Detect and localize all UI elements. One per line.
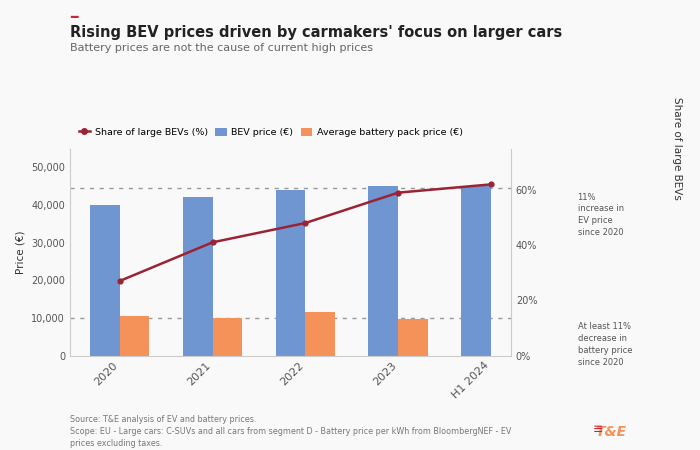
Bar	[213, 318, 242, 356]
Text: Source: T&E analysis of EV and battery prices.
Scope: EU - Large cars: C-SUVs an: Source: T&E analysis of EV and battery p…	[70, 415, 512, 448]
Text: Battery prices are not the cause of current high prices: Battery prices are not the cause of curr…	[70, 43, 373, 53]
Text: Rising BEV prices driven by carmakers' focus on larger cars: Rising BEV prices driven by carmakers' f…	[70, 25, 562, 40]
Text: T&E: T&E	[596, 425, 626, 439]
Text: ━: ━	[70, 11, 78, 24]
Text: Share of large BEVs: Share of large BEVs	[673, 97, 682, 200]
Text: At least 11%
decrease in
battery price
since 2020: At least 11% decrease in battery price s…	[578, 322, 632, 367]
Bar	[398, 319, 428, 356]
Bar	[183, 198, 213, 356]
Legend: Share of large BEVs (%), BEV price (€), Average battery pack price (€): Share of large BEVs (%), BEV price (€), …	[75, 124, 467, 141]
Bar	[276, 190, 305, 356]
Bar	[305, 312, 335, 356]
Text: ≡: ≡	[593, 423, 603, 436]
Bar	[461, 186, 491, 356]
Bar	[90, 205, 120, 356]
Bar	[120, 316, 149, 356]
Y-axis label: Price (€): Price (€)	[15, 230, 26, 274]
Text: 11%
increase in
EV price
since 2020: 11% increase in EV price since 2020	[578, 193, 624, 237]
Bar	[368, 186, 398, 356]
